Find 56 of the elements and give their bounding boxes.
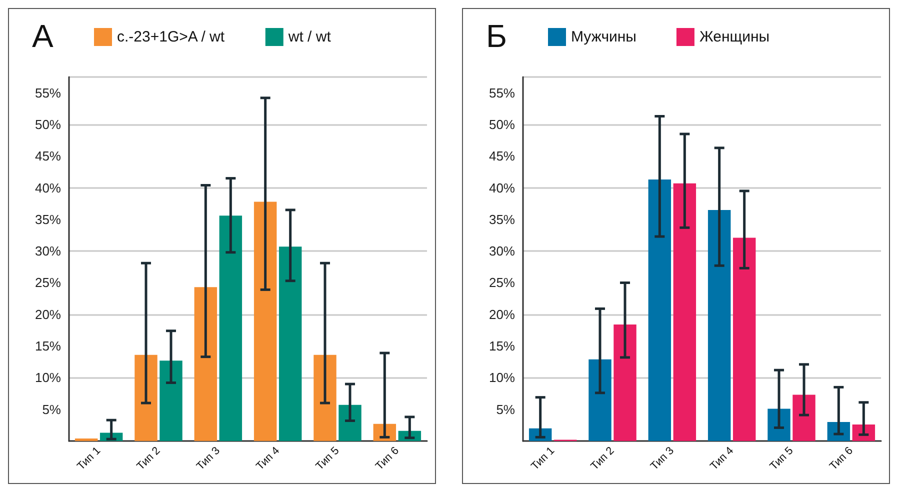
x-tick-label: Тип 2 bbox=[134, 444, 163, 473]
chart-title: Б bbox=[486, 18, 507, 54]
y-tick-label: 40% bbox=[34, 180, 62, 196]
y-tick-label: 45% bbox=[34, 148, 62, 164]
y-tick-label: 15% bbox=[34, 338, 62, 354]
y-tick-label: 15% bbox=[488, 338, 516, 354]
y-tick-label: 35% bbox=[488, 212, 516, 227]
y-tick-label: 30% bbox=[34, 244, 62, 259]
bar bbox=[732, 238, 756, 441]
bar bbox=[278, 246, 302, 441]
y-tick-label: 5% bbox=[496, 402, 516, 417]
y-tick-label: 10% bbox=[34, 370, 62, 386]
y-tick-label: 40% bbox=[488, 180, 516, 196]
bar bbox=[588, 359, 612, 441]
bar bbox=[254, 202, 277, 441]
bar bbox=[673, 183, 696, 441]
bar bbox=[219, 216, 242, 441]
y-tick-label: 45% bbox=[488, 148, 516, 164]
x-tick-label: Тип 1 bbox=[529, 444, 558, 473]
bar bbox=[792, 394, 816, 441]
y-tick-label: 10% bbox=[488, 370, 516, 386]
x-tick-label: Тип 2 bbox=[588, 444, 617, 473]
y-tick-label: 55% bbox=[34, 85, 62, 100]
legend-label: wt / wt bbox=[287, 28, 332, 46]
x-tick-label: Тип 4 bbox=[254, 444, 282, 473]
bar bbox=[74, 438, 98, 441]
y-tick-label: 30% bbox=[488, 244, 516, 259]
x-tick-label: Тип 5 bbox=[768, 444, 796, 473]
x-tick-label: Тип 3 bbox=[194, 444, 222, 473]
y-tick-label: 35% bbox=[34, 212, 62, 227]
legend-label: c.-23+1G>A / wt bbox=[117, 28, 226, 46]
y-tick-label: 55% bbox=[488, 85, 516, 100]
bar bbox=[314, 354, 336, 441]
bar bbox=[648, 180, 672, 441]
y-tick-label: 5% bbox=[42, 402, 62, 417]
y-tick-label: 25% bbox=[34, 275, 62, 290]
y-tick-label: 25% bbox=[488, 275, 516, 290]
chart-title: А bbox=[32, 18, 54, 54]
x-tick-label: Тип 1 bbox=[75, 444, 104, 473]
legend-label: Мужчины bbox=[571, 28, 636, 46]
y-tick-label: 50% bbox=[34, 116, 62, 132]
bar bbox=[338, 404, 362, 441]
x-tick-label: Тип 3 bbox=[648, 444, 676, 473]
bar bbox=[614, 324, 636, 441]
bar bbox=[160, 360, 182, 441]
y-tick-label: 20% bbox=[488, 306, 516, 322]
x-tick-label: Тип 6 bbox=[373, 444, 402, 473]
x-tick-label: Тип 6 bbox=[827, 444, 856, 473]
y-tick-label: 50% bbox=[488, 116, 516, 132]
x-tick-label: Тип 5 bbox=[314, 444, 342, 473]
bar bbox=[708, 210, 731, 441]
y-tick-label: 20% bbox=[34, 306, 62, 322]
legend-label: Женщины bbox=[699, 28, 770, 46]
bar bbox=[134, 354, 158, 441]
bar bbox=[194, 287, 218, 441]
x-tick-label: Тип 4 bbox=[708, 444, 736, 473]
